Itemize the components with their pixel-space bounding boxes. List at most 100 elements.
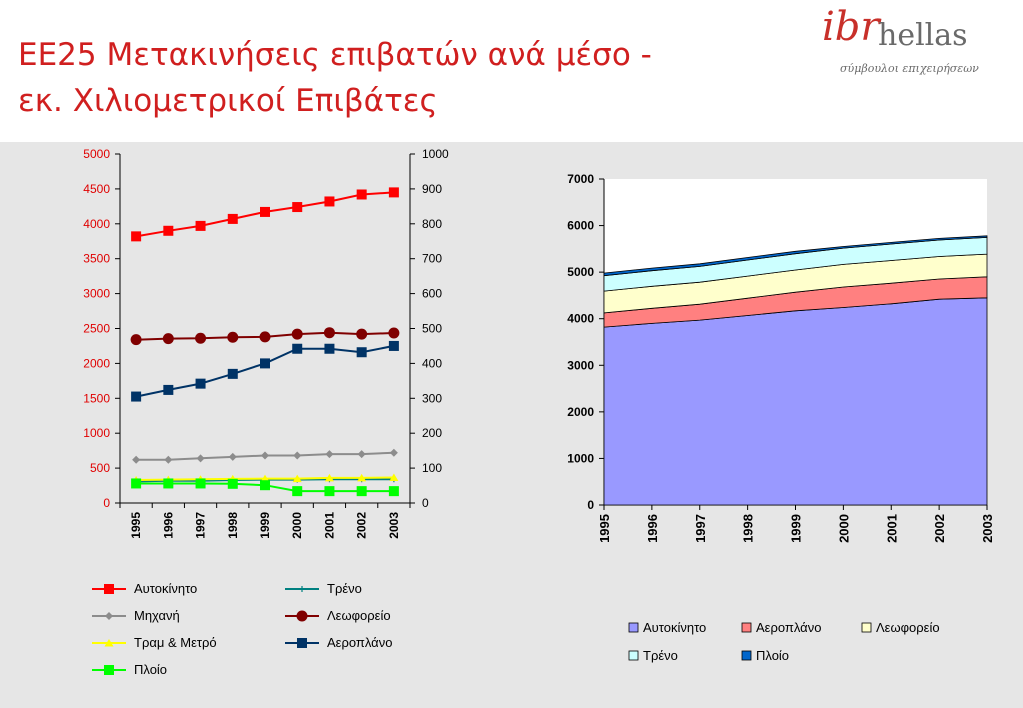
data-point [324, 343, 335, 354]
left-y-tick-label: 1500 [83, 391, 110, 405]
right-y-tick-label: 1000 [422, 147, 449, 161]
x-tick-label: 1999 [258, 512, 272, 539]
right-y-tick-label: 300 [422, 391, 442, 405]
x-tick-label: 1997 [194, 512, 208, 539]
stacked-area-chart: 0 1000 2000 3000 4000 5000 6000 7000 1995 1996 199… [567, 172, 995, 663]
left-y-tick-label: 500 [90, 461, 110, 475]
data-point [163, 384, 174, 395]
line-series [130, 327, 400, 346]
data-point [324, 486, 335, 497]
data-point [131, 231, 142, 242]
data-point [227, 213, 238, 224]
x-tick-label: 1995 [597, 514, 612, 543]
data-point [227, 331, 239, 343]
data-point [259, 331, 271, 343]
legend-label: Λεωφορείο [327, 608, 391, 623]
x-tick-label: 2003 [980, 514, 995, 543]
data-point [356, 486, 367, 497]
y-tick-label: 0 [587, 498, 594, 512]
data-point [292, 202, 303, 213]
line-chart-axes: 0500100015002000250030003500400045005000… [83, 147, 449, 539]
legend-label: Πλοίο [134, 662, 167, 677]
data-point [195, 378, 206, 389]
x-tick-label: 2001 [884, 514, 899, 543]
series-line [135, 344, 395, 398]
left-y-tick-label: 0 [103, 496, 110, 510]
logo-tagline: σύμβουλοι επιχειρήσεων [840, 62, 979, 75]
right-y-tick-label: 100 [422, 461, 442, 475]
left-y-tick-label: 2000 [83, 356, 110, 370]
left-y-tick-label: 2500 [83, 322, 110, 336]
legend-label: Τρένο [643, 648, 678, 663]
data-point [195, 332, 207, 344]
y-tick-label: 1000 [567, 451, 594, 465]
x-tick-label: 2002 [932, 514, 947, 543]
x-tick-label: 1995 [129, 512, 143, 539]
data-point [388, 327, 400, 339]
legend-marker [299, 586, 305, 592]
right-y-tick-label: 800 [422, 217, 442, 231]
company-logo: ibr hellas σύμβουλοι επιχειρήσεων [812, 4, 1017, 84]
left-y-tick-label: 1000 [83, 426, 110, 440]
line-chart: 0500100015002000250030003500400045005000… [83, 147, 449, 677]
legend-marker [104, 584, 114, 594]
data-point [292, 343, 303, 354]
data-point [389, 473, 399, 482]
right-y-tick-label: 400 [422, 356, 442, 370]
legend-swatch [628, 650, 639, 661]
y-tick-label: 6000 [567, 219, 594, 233]
data-point [260, 206, 270, 217]
data-point [389, 448, 398, 457]
left-y-tick-label: 4000 [83, 217, 110, 231]
data-point [323, 327, 335, 339]
data-point [388, 340, 399, 351]
title-line-2: εκ. Χιλιομετρικοί Επιβάτες [18, 83, 438, 119]
legend-label: Αυτοκίνητο [134, 581, 197, 596]
data-point [228, 452, 237, 461]
charts-panel: 0 500 1000 1500 2000 2500 3000 3500 4000 4500 5000… [0, 142, 1023, 708]
data-point [163, 478, 174, 489]
data-point [195, 478, 206, 489]
x-tick-label: 2000 [836, 514, 851, 543]
x-tick-label: 1999 [789, 514, 804, 543]
left-y-tick-label: 5000 [83, 147, 110, 161]
right-y-tick-label: 0 [422, 496, 429, 510]
line-chart-legend: Αυτοκίνητο Τρένο Μηχανή Λεωφορείο Τραμ & Μετ… [92, 581, 392, 677]
right-y-tick-label: 700 [422, 252, 442, 266]
data-point [324, 196, 335, 207]
data-point [325, 450, 334, 459]
x-tick-label: 2003 [387, 512, 401, 539]
right-y-tick-label: 200 [422, 426, 442, 440]
data-point [162, 333, 174, 345]
data-point [291, 328, 303, 340]
data-point [260, 358, 270, 369]
logo-mark: ibr [822, 4, 880, 50]
data-point [260, 480, 270, 491]
x-tick-label: 1997 [693, 514, 708, 543]
right-y-tick-label: 600 [422, 287, 442, 301]
data-point [131, 391, 142, 402]
left-y-tick-label: 4500 [83, 182, 110, 196]
x-tick-label: 1998 [741, 514, 756, 543]
line-series [131, 340, 399, 402]
data-point [357, 450, 366, 459]
data-point [292, 486, 303, 497]
data-point [388, 187, 399, 198]
title-line-1: ΕΕ25 Μετακινήσεις επιβατών ανά μέσο - [18, 37, 652, 73]
area-series [603, 297, 988, 506]
line-series [132, 448, 398, 464]
legend-marker [105, 612, 113, 620]
legend-label: Αυτοκίνητο [643, 620, 706, 635]
data-point [388, 486, 399, 497]
data-point [292, 474, 302, 483]
right-y-tick-label: 900 [422, 182, 442, 196]
data-point [356, 189, 367, 200]
legend-label: Μηχανή [134, 608, 180, 623]
legend-swatch [741, 622, 752, 633]
legend-label: Αεροπλάνο [327, 635, 392, 650]
legend-swatch [741, 650, 752, 661]
x-tick-label: 1996 [645, 514, 660, 543]
legend-marker [297, 638, 307, 648]
left-y-tick-label: 3500 [83, 252, 110, 266]
data-point [195, 220, 206, 231]
